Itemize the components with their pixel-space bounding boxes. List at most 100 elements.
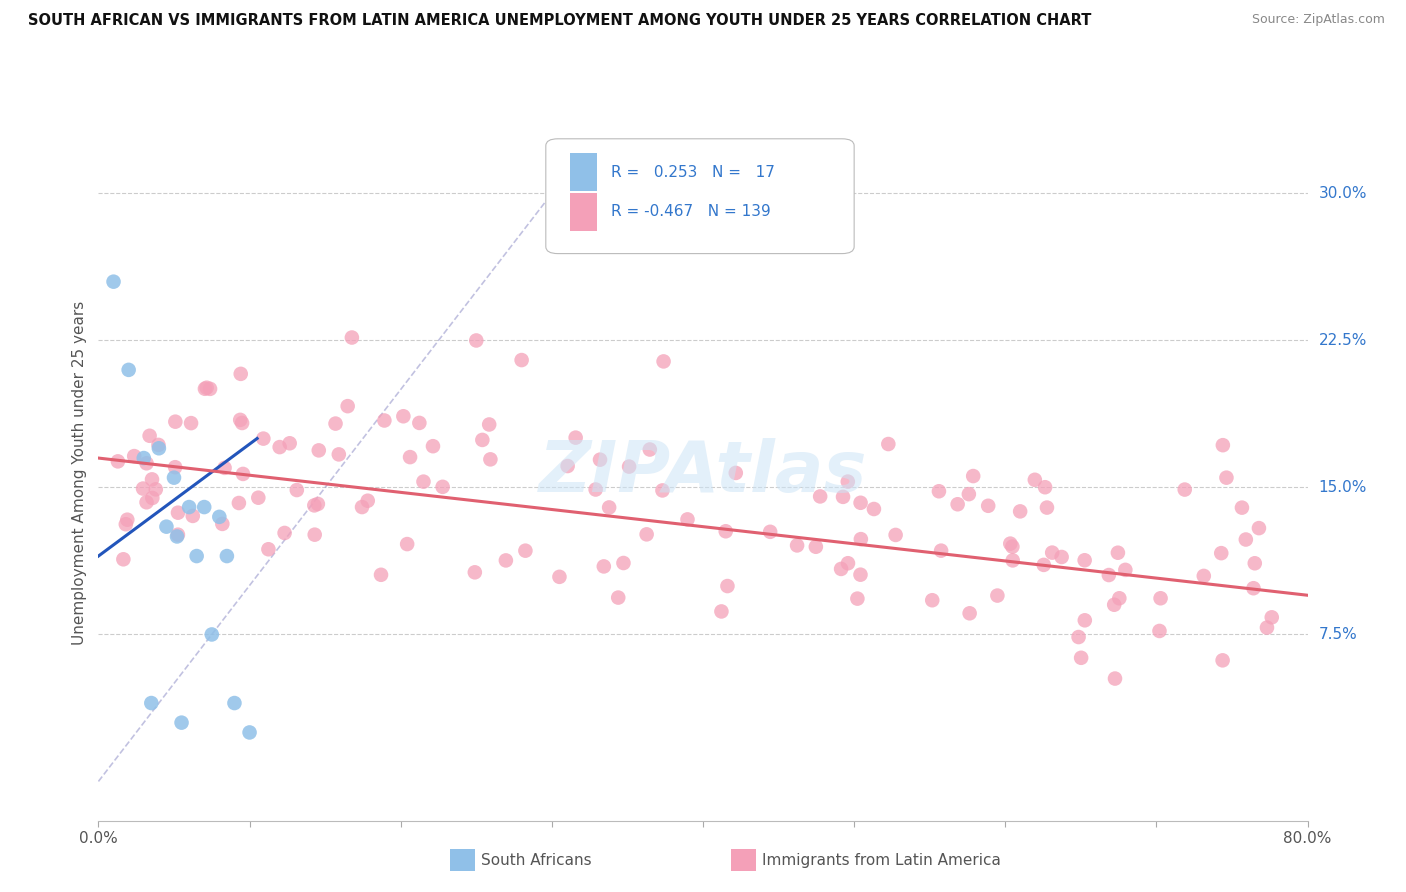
Point bbox=[716, 579, 738, 593]
Point bbox=[370, 567, 392, 582]
Point bbox=[1050, 549, 1073, 564]
Point bbox=[1001, 540, 1024, 554]
Text: 7.5%: 7.5% bbox=[1319, 627, 1357, 642]
Point bbox=[557, 458, 579, 473]
Point bbox=[1074, 613, 1097, 627]
Point bbox=[863, 502, 886, 516]
Point bbox=[1261, 610, 1284, 624]
Point bbox=[273, 525, 295, 540]
Point bbox=[1070, 650, 1092, 665]
Bar bbox=[569, 193, 596, 231]
Point bbox=[117, 513, 139, 527]
Point bbox=[396, 537, 419, 551]
Point bbox=[846, 591, 869, 606]
Point bbox=[399, 450, 422, 464]
Point bbox=[269, 440, 291, 454]
Point bbox=[304, 499, 326, 513]
Point bbox=[408, 416, 430, 430]
Point bbox=[832, 490, 855, 504]
Point bbox=[1010, 504, 1032, 518]
Point bbox=[986, 589, 1008, 603]
Point bbox=[167, 527, 190, 541]
Point bbox=[181, 508, 204, 523]
Point bbox=[724, 466, 747, 480]
Point bbox=[804, 540, 827, 554]
Point bbox=[1230, 500, 1253, 515]
Point bbox=[325, 417, 347, 431]
Point bbox=[148, 438, 170, 452]
Point bbox=[849, 532, 872, 546]
Point bbox=[167, 506, 190, 520]
Point bbox=[808, 490, 831, 504]
Text: 30.0%: 30.0% bbox=[1319, 186, 1367, 201]
Point bbox=[651, 483, 673, 498]
Point bbox=[107, 454, 129, 468]
Point bbox=[464, 566, 486, 580]
Point bbox=[977, 499, 1000, 513]
Point bbox=[166, 529, 188, 543]
Point bbox=[1212, 653, 1234, 667]
Point bbox=[837, 475, 859, 489]
Point bbox=[304, 527, 326, 541]
Point bbox=[247, 491, 270, 505]
Point bbox=[617, 459, 640, 474]
Point bbox=[884, 528, 907, 542]
Point bbox=[1073, 553, 1095, 567]
Point bbox=[515, 543, 537, 558]
Point bbox=[145, 483, 167, 497]
Point bbox=[229, 413, 252, 427]
Point bbox=[1032, 558, 1054, 572]
Point bbox=[1247, 521, 1270, 535]
Point bbox=[1107, 546, 1129, 560]
Point bbox=[1243, 581, 1265, 595]
Point bbox=[141, 696, 163, 710]
Point bbox=[1024, 473, 1046, 487]
Point bbox=[177, 500, 201, 514]
Point bbox=[195, 381, 218, 395]
Point bbox=[548, 570, 571, 584]
Point bbox=[962, 469, 984, 483]
Point bbox=[229, 367, 252, 381]
Point bbox=[138, 429, 160, 443]
Point bbox=[1108, 591, 1130, 606]
Point bbox=[432, 480, 454, 494]
Point bbox=[479, 452, 502, 467]
Point bbox=[1000, 536, 1022, 550]
Point bbox=[636, 527, 658, 541]
Point bbox=[112, 552, 135, 566]
Point bbox=[135, 495, 157, 509]
Point bbox=[193, 500, 215, 514]
Text: Immigrants from Latin America: Immigrants from Latin America bbox=[762, 854, 1001, 868]
Point bbox=[612, 556, 634, 570]
Point bbox=[165, 460, 187, 475]
Point bbox=[165, 415, 187, 429]
Point bbox=[510, 353, 533, 368]
Point bbox=[252, 432, 274, 446]
Point bbox=[592, 559, 614, 574]
Text: Source: ZipAtlas.com: Source: ZipAtlas.com bbox=[1251, 13, 1385, 27]
Bar bbox=[569, 153, 596, 191]
Point bbox=[1174, 483, 1197, 497]
Point bbox=[1215, 470, 1237, 484]
Point bbox=[1067, 630, 1090, 644]
Point bbox=[180, 416, 202, 430]
Point bbox=[357, 493, 380, 508]
Point bbox=[877, 437, 900, 451]
Point bbox=[607, 591, 630, 605]
Point bbox=[239, 725, 262, 739]
Point bbox=[598, 500, 620, 515]
Point bbox=[471, 433, 494, 447]
Point bbox=[1033, 480, 1056, 494]
Point bbox=[465, 334, 488, 348]
Point bbox=[170, 715, 193, 730]
Point bbox=[1098, 568, 1121, 582]
Point bbox=[214, 460, 236, 475]
Point bbox=[257, 542, 280, 557]
Point bbox=[714, 524, 737, 539]
Text: R = -0.467   N = 139: R = -0.467 N = 139 bbox=[612, 204, 770, 219]
Point bbox=[211, 516, 233, 531]
Point bbox=[336, 399, 359, 413]
Point bbox=[849, 496, 872, 510]
Text: 22.5%: 22.5% bbox=[1319, 333, 1367, 348]
Point bbox=[585, 483, 607, 497]
